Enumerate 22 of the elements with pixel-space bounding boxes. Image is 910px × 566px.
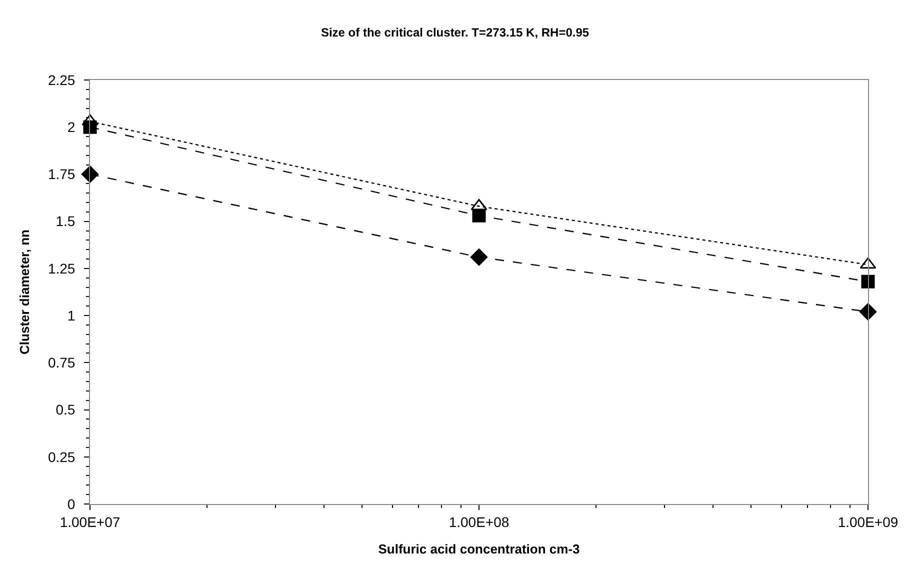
y-tick-label: 0.25: [48, 448, 76, 465]
y-tick-label: 1.5: [56, 213, 76, 230]
x-tick-label: 1.00E+09: [838, 514, 898, 530]
y-tick-label: 0: [67, 496, 76, 512]
y-tick-label: 2: [67, 119, 76, 136]
point: [472, 208, 486, 222]
y-tick-label: 1: [67, 307, 76, 324]
point: [859, 303, 877, 320]
y-tick-label: 1.25: [48, 260, 76, 276]
y-axis-title: Cluster diameter, nn: [16, 229, 32, 354]
y-tick-label: 1.75: [48, 166, 76, 182]
point: [860, 257, 876, 269]
y-tick-label: 0.75: [48, 354, 76, 371]
chart-title: Size of the critical cluster. T=273.15 K, RH=0.95: [320, 26, 590, 40]
point: [861, 274, 875, 288]
point: [81, 166, 99, 183]
x-tick-label: 1.00E+08: [448, 514, 510, 530]
x-axis-title: Sulfuric acid concentration cm-3: [378, 541, 580, 556]
y-tick-label: 2.25: [48, 72, 76, 88]
point: [470, 248, 488, 266]
y-tick-label: 0.5: [56, 402, 76, 418]
x-tick-label: 1.00E+07: [60, 514, 120, 530]
